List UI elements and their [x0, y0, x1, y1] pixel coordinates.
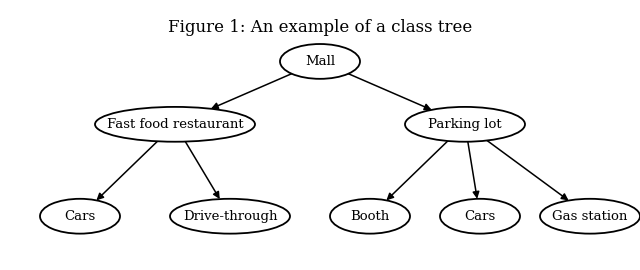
Ellipse shape — [405, 107, 525, 142]
Text: Parking lot: Parking lot — [428, 118, 502, 131]
Text: Cars: Cars — [465, 210, 495, 223]
Ellipse shape — [440, 199, 520, 234]
Text: Fast food restaurant: Fast food restaurant — [107, 118, 243, 131]
Ellipse shape — [540, 199, 640, 234]
Ellipse shape — [170, 199, 290, 234]
Text: Figure 1: An example of a class tree: Figure 1: An example of a class tree — [168, 19, 472, 36]
Ellipse shape — [40, 199, 120, 234]
Text: Mall: Mall — [305, 55, 335, 68]
Text: Drive-through: Drive-through — [183, 210, 277, 223]
Text: Booth: Booth — [350, 210, 390, 223]
Text: Cars: Cars — [65, 210, 95, 223]
Ellipse shape — [95, 107, 255, 142]
Ellipse shape — [330, 199, 410, 234]
Text: Gas station: Gas station — [552, 210, 628, 223]
Ellipse shape — [280, 44, 360, 79]
